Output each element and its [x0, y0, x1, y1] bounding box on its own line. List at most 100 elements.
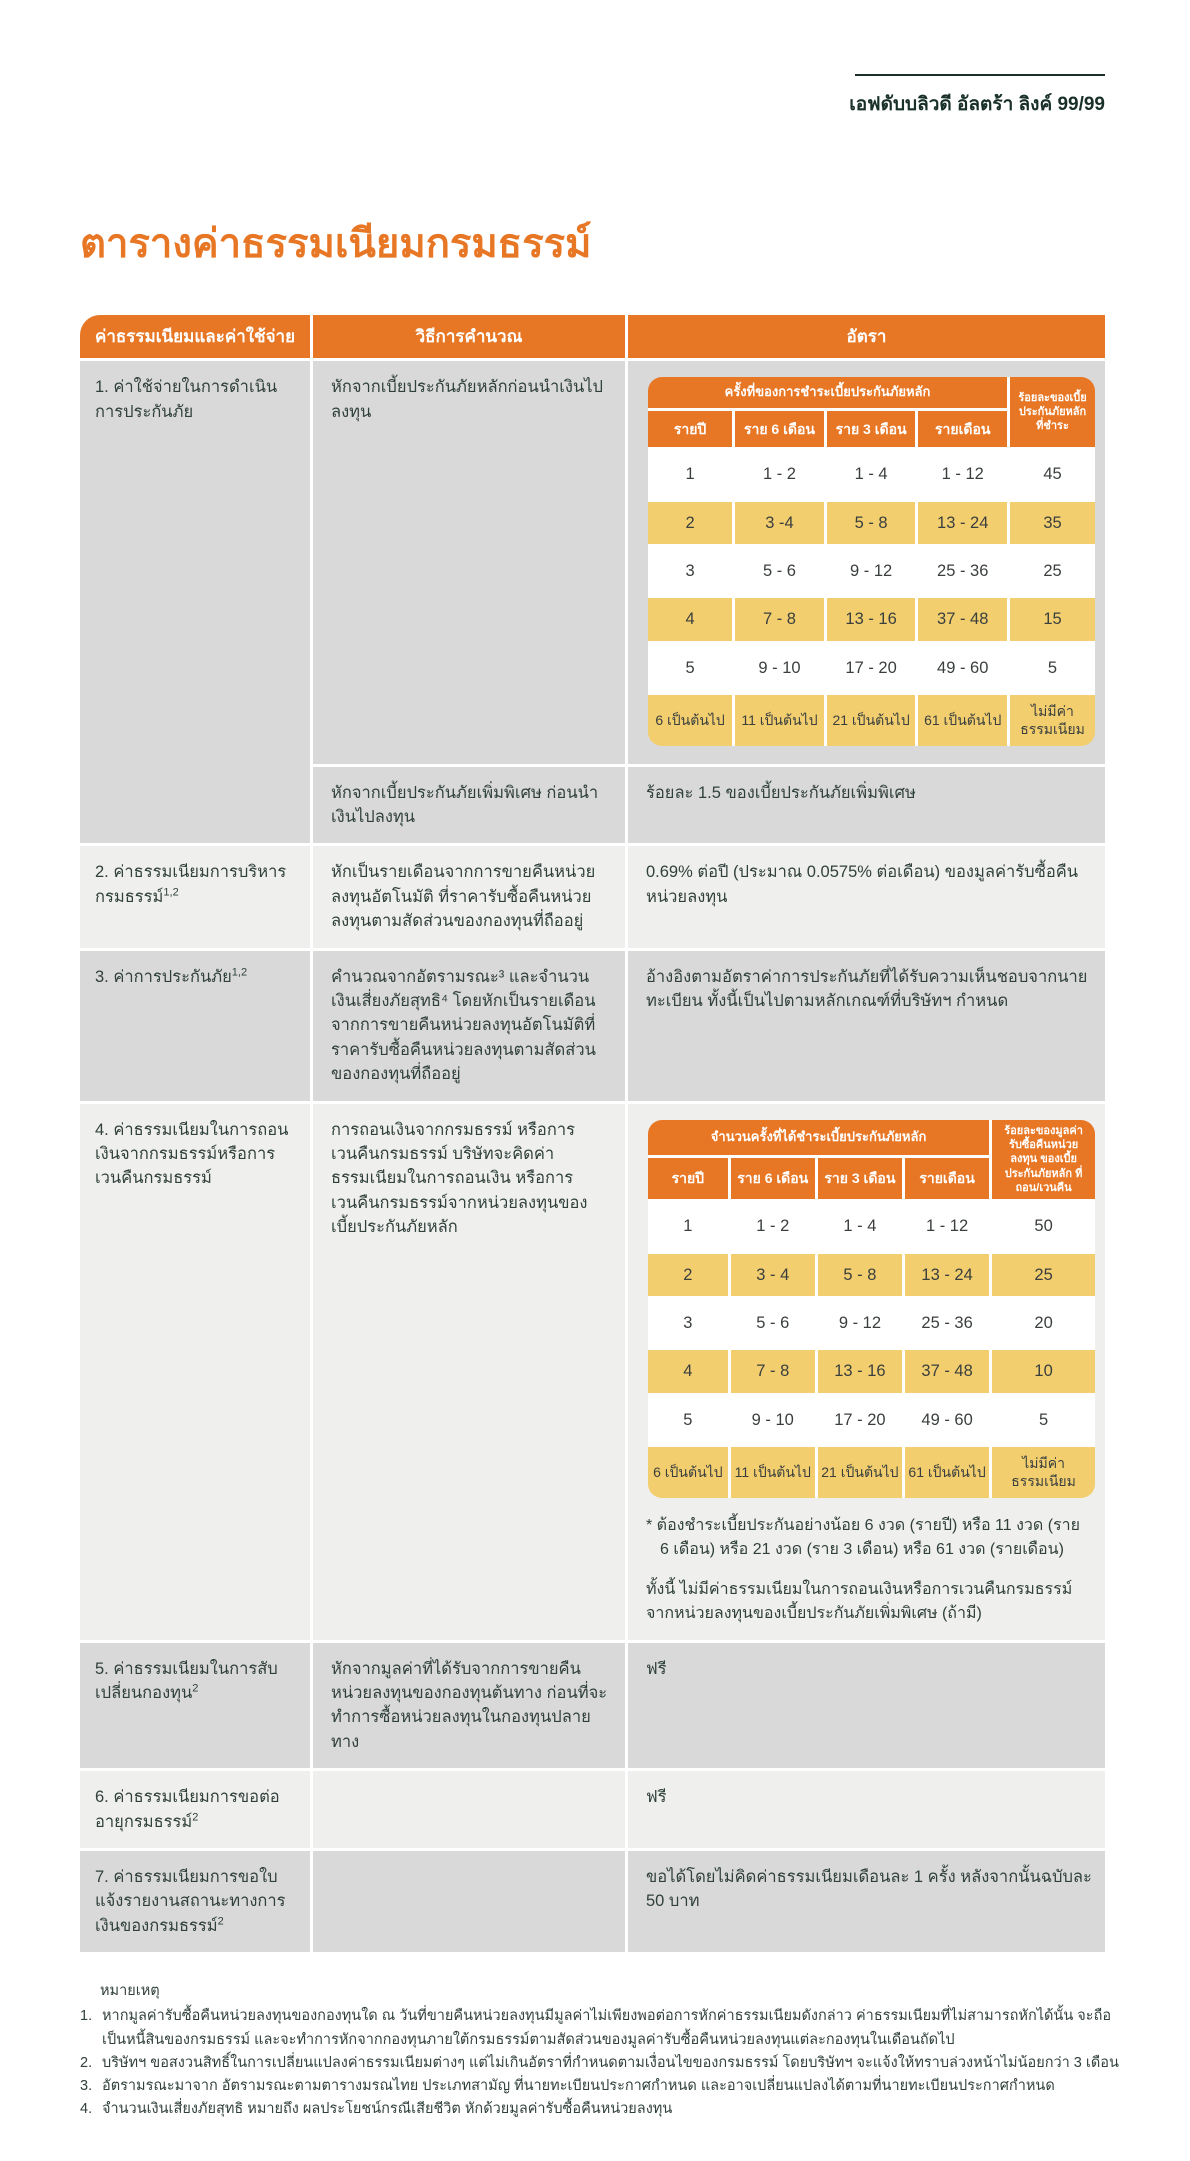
cell: 4 [648, 595, 736, 644]
footnote-item: 1. หากมูลค่ารับซื้อคืนหน่วยลงทุนของกองทุ… [80, 2005, 1120, 2051]
column-header-fees: ค่าธรรมเนียมและค่าใช้จ่าย [80, 315, 310, 359]
cell: 11 เป็นต้นไป [730, 1444, 818, 1498]
header-rule [855, 74, 1105, 76]
fee-name-cell: 5. ค่าธรรมเนียมในการสับเปลี่ยนกองทุน2 [80, 1639, 310, 1769]
cell-percent: ไม่มีค่า ธรรมเนียม [1010, 692, 1095, 746]
cell: 1 - 4 [826, 450, 919, 499]
cell-percent: 5 [992, 1395, 1095, 1445]
table-row: 1 1 - 2 1 - 4 1 - 12 50 [648, 1202, 1095, 1251]
fee-label: 4. ค่าธรรมเนียมในการถอนเงินจากกรมธรรม์หร… [95, 1120, 289, 1188]
footnote-number: 2. [80, 2054, 93, 2071]
footnote-number: 3. [80, 2077, 93, 2094]
cell-percent: 25 [992, 1250, 1095, 1299]
footnotes-section: หมายเหตุ 1. หากมูลค่ารับซื้อคืนหน่วยลงทุ… [80, 1980, 1120, 2121]
cell-percent: ไม่มีค่า ธรรมเนียม [992, 1444, 1095, 1498]
cell: 17 - 20 [826, 643, 919, 693]
footnote-number: 4. [80, 2101, 93, 2118]
rate-cell: อ้างอิงตามอัตราค่าการประกันภัยที่ได้รับค… [625, 947, 1105, 1101]
cell: 37 - 48 [918, 595, 1011, 644]
method-cell [310, 1768, 625, 1848]
cell: 13 - 24 [905, 1250, 993, 1299]
minimum-installments-note: * ต้องชำระเบี้ยประกันอย่างน้อย 6 งวด (รา… [646, 1516, 1080, 1558]
fee-label: 1. ค่าใช้จ่ายในการดำเนินการประกันภัย [95, 378, 278, 421]
footnote-item: 3. อัตรามรณะมาจาก อัตรามรณะตามตารางมรณไท… [80, 2075, 1120, 2098]
cell: 6 เป็นต้นไป [648, 692, 736, 746]
cell: 17 - 20 [817, 1395, 905, 1445]
table-row: 5 9 - 10 17 - 20 49 - 60 5 [648, 643, 1095, 693]
cell: 49 - 60 [918, 643, 1011, 693]
footnote-text: จำนวนเงินเสี่ยงภัยสุทธิ หมายถึง ผลประโยช… [102, 2101, 673, 2118]
cell: 3 - 4 [730, 1250, 818, 1299]
withdrawal-charge-rate-table: จำนวนครั้งที่ได้ชำระเบี้ยประกันภัยหลัก ร… [648, 1119, 1095, 1498]
footnote-marker: 2 [192, 1811, 199, 1824]
cell: 7 - 8 [730, 1347, 818, 1396]
cell-percent: 50 [992, 1202, 1095, 1251]
fee-table: ค่าธรรมเนียมและค่าใช้จ่าย วิธีการคำนวณ อ… [80, 315, 1105, 1953]
table-row: 3 5 - 6 9 - 12 25 - 36 25 [648, 546, 1095, 596]
cell-percent: 5 [1010, 643, 1095, 693]
rate-text: ร้อยละ 1.5 ของเบี้ยประกันภัยเพิ่มพิเศษ [646, 783, 916, 802]
col-6month: ราย 6 เดือน [730, 1157, 818, 1203]
footnote-marker: 1,2 [231, 966, 248, 979]
method-text: การถอนเงินจากกรมธรรม์ หรือการเวนคืนกรมธร… [331, 1120, 588, 1237]
fee-name-cell: 7. ค่าธรรมเนียมการขอใบแจ้งรายงานสถานะทาง… [80, 1847, 310, 1953]
footnote-marker: 2 [217, 1915, 224, 1928]
method-text: คำนวณจากอัตรามรณะ³ และจำนวนเงินเสี่ยงภัย… [331, 967, 596, 1084]
cell-percent: 20 [992, 1298, 1095, 1348]
col-monthly: รายเดือน [918, 410, 1011, 451]
method-cell: หักเป็นรายเดือนจากการขายคืนหน่วยลงทุนอัต… [310, 843, 625, 948]
product-name: เอฟดับบลิวดี อัลตร้า ลิงค์ 99/99 [849, 94, 1105, 115]
table-row: 2 3 - 4 5 - 8 13 - 24 25 [648, 1250, 1095, 1299]
footnote-number: 1. [80, 2008, 93, 2025]
fee-name-cell: 1. ค่าใช้จ่ายในการดำเนินการประกันภัย [80, 358, 310, 844]
rate-cell: ร้อยละ 1.5 ของเบี้ยประกันภัยเพิ่มพิเศษ [625, 763, 1105, 844]
fee-row-7: 7. ค่าธรรมเนียมการขอใบแจ้งรายงานสถานะทาง… [80, 1847, 1105, 1953]
cell: 9 - 10 [730, 1395, 818, 1445]
cell-percent: 15 [1010, 595, 1095, 644]
cell: 9 - 12 [817, 1298, 905, 1348]
footnote-item: 4. จำนวนเงินเสี่ยงภัยสุทธิ หมายถึง ผลประ… [80, 2098, 1120, 2121]
fee-row-4: 4. ค่าธรรมเนียมในการถอนเงินจากกรมธรรม์หร… [80, 1100, 1105, 1640]
footnotes-heading: หมายเหตุ [100, 1983, 160, 2000]
table-row: 3 5 - 6 9 - 12 25 - 36 20 [648, 1298, 1095, 1348]
method-cell: การถอนเงินจากกรมธรรม์ หรือการเวนคืนกรมธร… [310, 1100, 625, 1640]
col-3month: ราย 3 เดือน [826, 410, 919, 451]
rate-cell: จำนวนครั้งที่ได้ชำระเบี้ยประกันภัยหลัก ร… [625, 1100, 1105, 1640]
method-cell: คำนวณจากอัตรามรณะ³ และจำนวนเงินเสี่ยงภัย… [310, 947, 625, 1101]
cell: 9 - 10 [735, 643, 827, 693]
fee-name-cell: 4. ค่าธรรมเนียมในการถอนเงินจากกรมธรรม์หร… [80, 1100, 310, 1640]
method-cell: หักจากเบี้ยประกันภัยเพิ่มพิเศษ ก่อนนำเงิ… [310, 763, 625, 844]
cell-percent: 25 [1010, 546, 1095, 596]
fee-table-header-row: ค่าธรรมเนียมและค่าใช้จ่าย วิธีการคำนวณ อ… [80, 315, 1105, 359]
rate-cell: 0.69% ต่อปี (ประมาณ 0.0575% ต่อเดือน) ขอ… [625, 843, 1105, 948]
cell-percent: 35 [1010, 498, 1095, 547]
fee-name-cell: 2. ค่าธรรมเนียมการบริหารกรมธรรม์1,2 [80, 843, 310, 948]
cell: 4 [648, 1347, 731, 1396]
method-text: หักจากมูลค่าที่ได้รับจากการขายคืนหน่วยลง… [331, 1659, 608, 1751]
rate-table1-group-header: ครั้งที่ของการชำระเบี้ยประกันภัยหลัก [648, 377, 1011, 411]
cell: 3 [648, 1298, 731, 1348]
footnote-marker: 1,2 [163, 886, 179, 899]
footnote-text: บริษัทฯ ขอสงวนสิทธิ์ในการเปลี่ยนแปลงค่าธ… [102, 2054, 1119, 2071]
cell: 5 - 8 [817, 1250, 905, 1299]
column-header-method: วิธีการคำนวณ [310, 315, 625, 359]
method-text: หักจากเบี้ยประกันภัยหลักก่อนนำเงินไปลงทุ… [331, 378, 604, 421]
cell: 37 - 48 [905, 1347, 993, 1396]
method-text: หักจากเบี้ยประกันภัยเพิ่มพิเศษ ก่อนนำเงิ… [331, 783, 599, 826]
cell: 1 - 2 [730, 1202, 818, 1251]
rate-table2-percent-header: ร้อยละของมูลค่า รับซื้อคืนหน่วยลงทุน ของ… [992, 1119, 1095, 1203]
cell: 49 - 60 [905, 1395, 993, 1445]
rate-text: ฟรี [646, 1788, 667, 1807]
cell-percent: 10 [992, 1347, 1095, 1396]
method-cell: หักจากมูลค่าที่ได้รับจากการขายคืนหน่วยลง… [310, 1639, 625, 1769]
document-header: เอฟดับบลิวดี อัลตร้า ลิงค์ 99/99 [0, 74, 1105, 119]
col-yearly: รายปี [648, 410, 736, 451]
method-cell [310, 1847, 625, 1953]
rate-cell: ฟรี [625, 1768, 1105, 1848]
fee-label: 7. ค่าธรรมเนียมการขอใบแจ้งรายงานสถานะทาง… [95, 1867, 286, 1935]
footnote-marker: 2 [192, 1682, 199, 1695]
table-row: 4 7 - 8 13 - 16 37 - 48 15 [648, 595, 1095, 644]
cell: 25 - 36 [918, 546, 1011, 596]
fee-table-wrapper: ค่าธรรมเนียมและค่าใช้จ่าย วิธีการคำนวณ อ… [80, 315, 1105, 1953]
col-monthly: รายเดือน [905, 1157, 993, 1203]
